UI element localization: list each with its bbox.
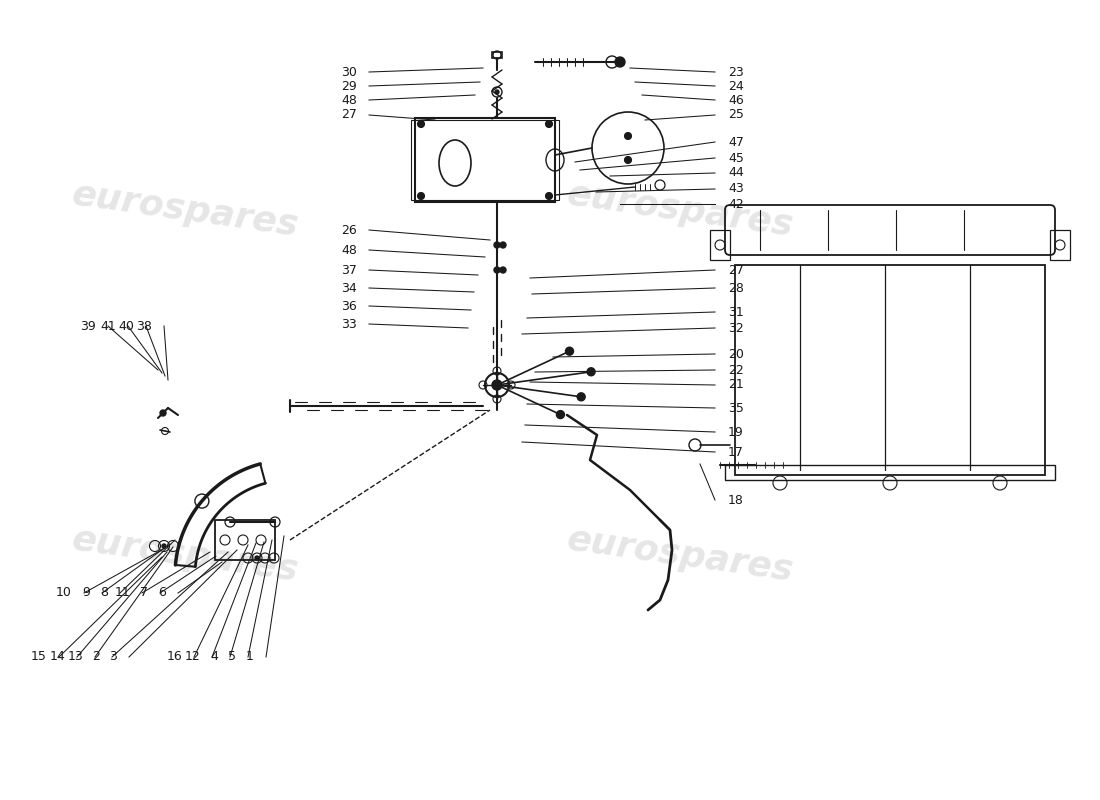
Text: 2: 2 [92,650,100,663]
Text: 6: 6 [158,586,166,599]
Circle shape [615,57,625,67]
Circle shape [492,380,502,390]
Circle shape [494,267,501,273]
Text: 12: 12 [185,650,200,663]
Text: 5: 5 [228,650,236,663]
Text: 46: 46 [728,94,744,106]
Circle shape [494,242,501,248]
Circle shape [625,133,631,139]
Text: 42: 42 [728,198,744,210]
Text: 10: 10 [56,586,72,599]
Text: 39: 39 [80,319,96,333]
Circle shape [578,393,585,401]
Text: 1: 1 [246,650,254,663]
Text: 27: 27 [341,109,358,122]
Text: 43: 43 [728,182,744,195]
Text: 17: 17 [728,446,744,458]
Text: 32: 32 [728,322,744,334]
Text: 44: 44 [728,166,744,179]
Bar [725,465,1055,480]
Circle shape [546,121,552,127]
Text: 24: 24 [728,79,744,93]
Text: 13: 13 [67,650,82,663]
Text: 8: 8 [100,586,108,599]
Text: 7: 7 [140,586,148,599]
Circle shape [587,368,595,376]
Circle shape [565,347,573,355]
Text: 33: 33 [341,318,358,330]
Text: 14: 14 [50,650,65,663]
Text: 30: 30 [341,66,358,78]
Text: 48: 48 [341,94,358,106]
Bar [710,230,730,260]
Text: 18: 18 [728,494,744,506]
Text: 37: 37 [341,263,358,277]
Text: 3: 3 [109,650,117,663]
Bar [735,265,1045,475]
Text: 23: 23 [728,66,744,78]
Text: 36: 36 [341,299,358,313]
Circle shape [162,544,166,548]
Text: 38: 38 [136,319,152,333]
Circle shape [418,193,425,199]
Text: 16: 16 [166,650,182,663]
Circle shape [557,410,564,418]
Circle shape [418,121,425,127]
Text: eurospares: eurospares [564,522,795,588]
Text: 20: 20 [728,347,744,361]
Text: 26: 26 [341,223,358,237]
Circle shape [500,242,506,248]
Text: 48: 48 [341,243,358,257]
Text: eurospares: eurospares [564,178,795,242]
Text: 27: 27 [728,263,744,277]
Text: 21: 21 [728,378,744,391]
Text: 9: 9 [82,586,90,599]
Text: 4: 4 [210,650,218,663]
Text: 41: 41 [100,319,116,333]
Circle shape [546,193,552,199]
Text: 45: 45 [728,151,744,165]
Circle shape [160,410,166,416]
Text: 15: 15 [31,650,47,663]
Text: eurospares: eurospares [69,522,300,588]
Text: 47: 47 [728,135,744,149]
Text: 35: 35 [728,402,744,414]
Text: 40: 40 [118,319,134,333]
Bar [415,118,556,202]
Circle shape [625,157,631,163]
Bar [214,520,275,560]
Text: 25: 25 [728,109,744,122]
Bar [411,120,559,200]
Text: eurospares: eurospares [69,178,300,242]
Circle shape [495,90,499,94]
Text: 29: 29 [341,79,358,93]
Text: 34: 34 [341,282,358,294]
Text: 31: 31 [728,306,744,318]
Text: 19: 19 [728,426,744,438]
Circle shape [255,556,258,560]
Text: 28: 28 [728,282,744,294]
Bar [492,52,502,58]
Circle shape [500,267,506,273]
Bar [1050,230,1070,260]
Text: 22: 22 [728,363,744,377]
Text: 11: 11 [114,586,130,599]
